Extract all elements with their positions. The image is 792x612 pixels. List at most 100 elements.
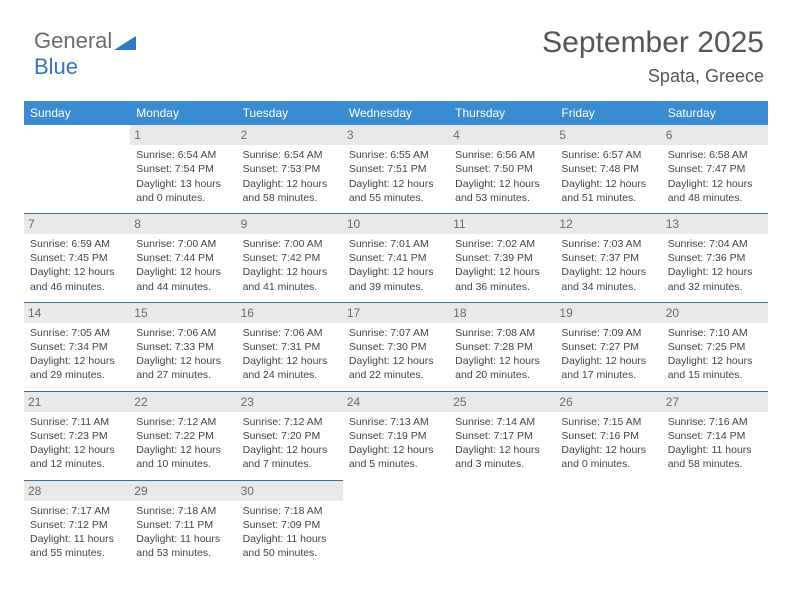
sunset-line: Sunset: 7:09 PM	[243, 518, 337, 532]
daylight-line: Daylight: 12 hours and 7 minutes.	[243, 443, 337, 471]
day-number: 5	[555, 125, 661, 145]
calendar-cell: 25Sunrise: 7:14 AMSunset: 7:17 PMDayligh…	[449, 391, 555, 480]
sunrise-line: Sunrise: 7:00 AM	[136, 237, 230, 251]
day-number: 21	[24, 392, 130, 412]
day-number: 8	[130, 214, 236, 234]
day-number: 26	[555, 392, 661, 412]
sunrise-line: Sunrise: 7:15 AM	[561, 415, 655, 429]
sunset-line: Sunset: 7:11 PM	[136, 518, 230, 532]
sunset-line: Sunset: 7:27 PM	[561, 340, 655, 354]
daylight-line: Daylight: 11 hours and 55 minutes.	[30, 532, 124, 560]
sunset-line: Sunset: 7:20 PM	[243, 429, 337, 443]
sunrise-line: Sunrise: 7:07 AM	[349, 326, 443, 340]
day-number: 23	[237, 392, 343, 412]
sunrise-line: Sunrise: 7:12 AM	[243, 415, 337, 429]
sunset-line: Sunset: 7:54 PM	[136, 162, 230, 176]
calendar-cell: 22 Sunrise: 7:12 AMSunset: 7:22 PMDayligh…	[130, 391, 236, 480]
sunrise-line: Sunrise: 6:55 AM	[349, 148, 443, 162]
sunset-line: Sunset: 7:42 PM	[243, 251, 337, 265]
calendar-cell: 12Sunrise: 7:03 AMSunset: 7:37 PMDayligh…	[555, 213, 661, 302]
sunset-line: Sunset: 7:47 PM	[668, 162, 762, 176]
calendar-cell: 19Sunrise: 7:09 AMSunset: 7:27 PMDayligh…	[555, 302, 661, 391]
calendar-cell: 24Sunrise: 7:13 AMSunset: 7:19 PMDayligh…	[343, 391, 449, 480]
sunrise-line: Sunrise: 6:57 AM	[561, 148, 655, 162]
daylight-line: Daylight: 12 hours and 12 minutes.	[30, 443, 124, 471]
calendar-cell: 15Sunrise: 7:06 AMSunset: 7:33 PMDayligh…	[130, 302, 236, 391]
calendar-cell: 1Sunrise: 6:54 AMSunset: 7:54 PMDaylight…	[130, 125, 236, 213]
sunrise-line: Sunrise: 6:58 AM	[668, 148, 762, 162]
sunrise-line: Sunrise: 7:06 AM	[243, 326, 337, 340]
sunrise-line: Sunrise: 7:08 AM	[455, 326, 549, 340]
daylight-line: Daylight: 12 hours and 10 minutes.	[136, 443, 230, 471]
daylight-line: Daylight: 12 hours and 32 minutes.	[668, 265, 762, 293]
day-number: 27	[662, 392, 768, 412]
sunset-line: Sunset: 7:45 PM	[30, 251, 124, 265]
sunrise-line: Sunrise: 7:18 AM	[243, 504, 337, 518]
sunset-line: Sunset: 7:48 PM	[561, 162, 655, 176]
day-number: 1	[130, 125, 236, 145]
sunset-line: Sunset: 7:44 PM	[136, 251, 230, 265]
dow-header: Monday	[130, 101, 236, 125]
day-number: 3	[343, 125, 449, 145]
calendar-cell: 20Sunrise: 7:10 AMSunset: 7:25 PMDayligh…	[662, 302, 768, 391]
sunset-line: Sunset: 7:34 PM	[30, 340, 124, 354]
calendar-cell: 13Sunrise: 7:04 AMSunset: 7:36 PMDayligh…	[662, 213, 768, 302]
logo-text-1: General	[34, 28, 112, 53]
dow-header: Tuesday	[237, 101, 343, 125]
sunset-line: Sunset: 7:22 PM	[136, 429, 230, 443]
sunset-line: Sunset: 7:17 PM	[455, 429, 549, 443]
dow-header: Sunday	[24, 101, 130, 125]
sunset-line: Sunset: 7:53 PM	[243, 162, 337, 176]
sunset-line: Sunset: 7:19 PM	[349, 429, 443, 443]
daylight-line: Daylight: 12 hours and 5 minutes.	[349, 443, 443, 471]
sunset-line: Sunset: 7:50 PM	[455, 162, 549, 176]
calendar-cell: 30Sunrise: 7:18 AMSunset: 7:09 PMDayligh…	[237, 480, 343, 569]
day-number: 29	[130, 481, 236, 501]
calendar-cell: 8Sunrise: 7:00 AMSunset: 7:44 PMDaylight…	[130, 213, 236, 302]
calendar-cell: 29Sunrise: 7:18 AMSunset: 7:11 PMDayligh…	[130, 480, 236, 569]
sunset-line: Sunset: 7:16 PM	[561, 429, 655, 443]
day-number: 7	[24, 214, 130, 234]
calendar-cell: 18Sunrise: 7:08 AMSunset: 7:28 PMDayligh…	[449, 302, 555, 391]
daylight-line: Daylight: 12 hours and 0 minutes.	[561, 443, 655, 471]
sunrise-line: Sunrise: 7:11 AM	[30, 415, 124, 429]
sunrise-line: Sunrise: 6:54 AM	[243, 148, 337, 162]
calendar-cell: 21Sunrise: 7:11 AMSunset: 7:23 PMDayligh…	[24, 391, 130, 480]
calendar-cell: 10Sunrise: 7:01 AMSunset: 7:41 PMDayligh…	[343, 213, 449, 302]
sunrise-line: Sunrise: 7:06 AM	[136, 326, 230, 340]
sunset-line: Sunset: 7:12 PM	[30, 518, 124, 532]
daylight-line: Daylight: 12 hours and 27 minutes.	[136, 354, 230, 382]
sunrise-line: Sunrise: 7:12 AM	[136, 415, 230, 429]
calendar-cell: 3 Sunrise: 6:55 AMSunset: 7:51 PMDaylight…	[343, 125, 449, 213]
sunset-line: Sunset: 7:28 PM	[455, 340, 549, 354]
day-number: 28	[24, 481, 130, 501]
daylight-line: Daylight: 11 hours and 53 minutes.	[136, 532, 230, 560]
sunrise-line: Sunrise: 7:14 AM	[455, 415, 549, 429]
day-number: 9	[237, 214, 343, 234]
sunrise-line: Sunrise: 7:17 AM	[30, 504, 124, 518]
calendar-grid: SundayMondayTuesdayWednesdayThursdayFrid…	[24, 101, 768, 568]
sunset-line: Sunset: 7:51 PM	[349, 162, 443, 176]
sunset-line: Sunset: 7:33 PM	[136, 340, 230, 354]
sunset-line: Sunset: 7:31 PM	[243, 340, 337, 354]
sunset-line: Sunset: 7:30 PM	[349, 340, 443, 354]
sunset-line: Sunset: 7:25 PM	[668, 340, 762, 354]
calendar-cell: 4Sunrise: 6:56 AMSunset: 7:50 PMDaylight…	[449, 125, 555, 213]
calendar-cell: 5 Sunrise: 6:57 AMSunset: 7:48 PMDaylight…	[555, 125, 661, 213]
daylight-line: Daylight: 12 hours and 48 minutes.	[668, 177, 762, 205]
day-number: 22	[130, 392, 236, 412]
calendar-cell: 7Sunrise: 6:59 AMSunset: 7:45 PMDaylight…	[24, 213, 130, 302]
logo-triangle-icon	[114, 36, 136, 50]
sunrise-line: Sunrise: 7:03 AM	[561, 237, 655, 251]
day-number: 18	[449, 303, 555, 323]
dow-header: Thursday	[449, 101, 555, 125]
daylight-line: Daylight: 12 hours and 53 minutes.	[455, 177, 549, 205]
daylight-line: Daylight: 12 hours and 36 minutes.	[455, 265, 549, 293]
day-number: 16	[237, 303, 343, 323]
sunrise-line: Sunrise: 6:59 AM	[30, 237, 124, 251]
logo-text-2: Blue	[34, 54, 78, 79]
calendar-cell: 11Sunrise: 7:02 AMSunset: 7:39 PMDayligh…	[449, 213, 555, 302]
daylight-line: Daylight: 12 hours and 55 minutes.	[349, 177, 443, 205]
daylight-line: Daylight: 12 hours and 51 minutes.	[561, 177, 655, 205]
daylight-line: Daylight: 12 hours and 58 minutes.	[243, 177, 337, 205]
